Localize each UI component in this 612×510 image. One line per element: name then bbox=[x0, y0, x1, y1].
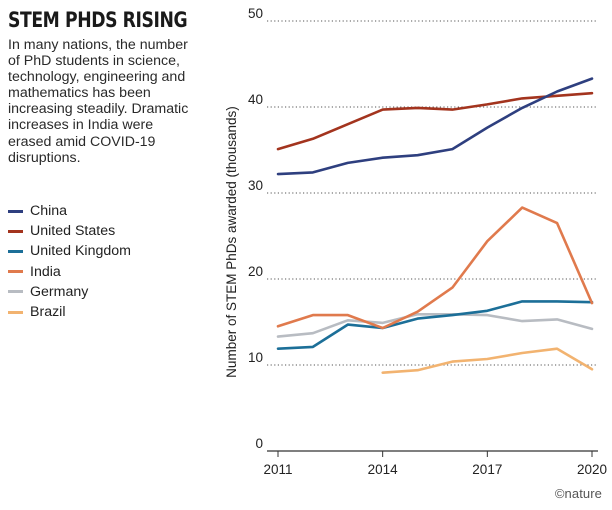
chart-title: STEM PHDS RISING bbox=[8, 8, 188, 32]
x-axis-ticks: 2011 2014 2017 2020 bbox=[263, 451, 607, 477]
x-tick-label: 2014 bbox=[368, 462, 399, 477]
legend-swatch bbox=[8, 270, 23, 274]
chart-subtitle: In many nations, the number of PhD stude… bbox=[8, 37, 189, 166]
series-line-germany bbox=[276, 312, 594, 338]
y-tick-label: 20 bbox=[248, 264, 263, 279]
legend: China United States United Kingdom India Ger… bbox=[8, 201, 131, 322]
gridlines bbox=[267, 20, 598, 452]
series-line-united-kingdom bbox=[276, 300, 594, 351]
y-tick-label: 10 bbox=[248, 350, 263, 365]
legend-swatch bbox=[8, 249, 23, 253]
legend-item-brazil: Brazil bbox=[8, 302, 131, 322]
legend-swatch bbox=[8, 229, 23, 233]
legend-label: Germany bbox=[30, 283, 89, 300]
nature-credit: ©nature bbox=[554, 486, 602, 501]
legend-item-germany: Germany bbox=[8, 282, 131, 302]
legend-item-china: China bbox=[8, 201, 131, 221]
legend-label: United Kingdom bbox=[30, 243, 131, 260]
legend-swatch bbox=[8, 290, 23, 294]
series-line-united-states bbox=[276, 91, 594, 151]
legend-item-united-kingdom: United Kingdom bbox=[8, 241, 131, 261]
legend-swatch bbox=[8, 209, 23, 213]
y-tick-label: 30 bbox=[248, 178, 263, 193]
legend-label: Brazil bbox=[30, 304, 66, 321]
legend-label: China bbox=[30, 203, 68, 220]
y-axis-title: Number of STEM PhDs awarded (thousands) bbox=[224, 106, 239, 378]
legend-label: India bbox=[30, 263, 61, 280]
y-axis-ticks: 0 10 20 30 40 50 bbox=[248, 6, 263, 451]
x-tick-label: 2017 bbox=[472, 462, 502, 477]
legend-item-united-states: United States bbox=[8, 221, 131, 241]
series-line-brazil bbox=[381, 347, 594, 375]
x-tick-label: 2020 bbox=[577, 462, 607, 477]
y-tick-label: 0 bbox=[255, 436, 263, 451]
x-tick-label: 2011 bbox=[263, 462, 292, 477]
legend-swatch bbox=[8, 310, 23, 314]
legend-item-india: India bbox=[8, 262, 131, 282]
series-line-india bbox=[276, 206, 594, 330]
series-lines bbox=[276, 77, 594, 375]
y-tick-label: 40 bbox=[248, 92, 263, 107]
legend-label: United States bbox=[30, 223, 116, 240]
series-line-china bbox=[276, 77, 594, 176]
y-tick-label: 50 bbox=[248, 6, 263, 21]
